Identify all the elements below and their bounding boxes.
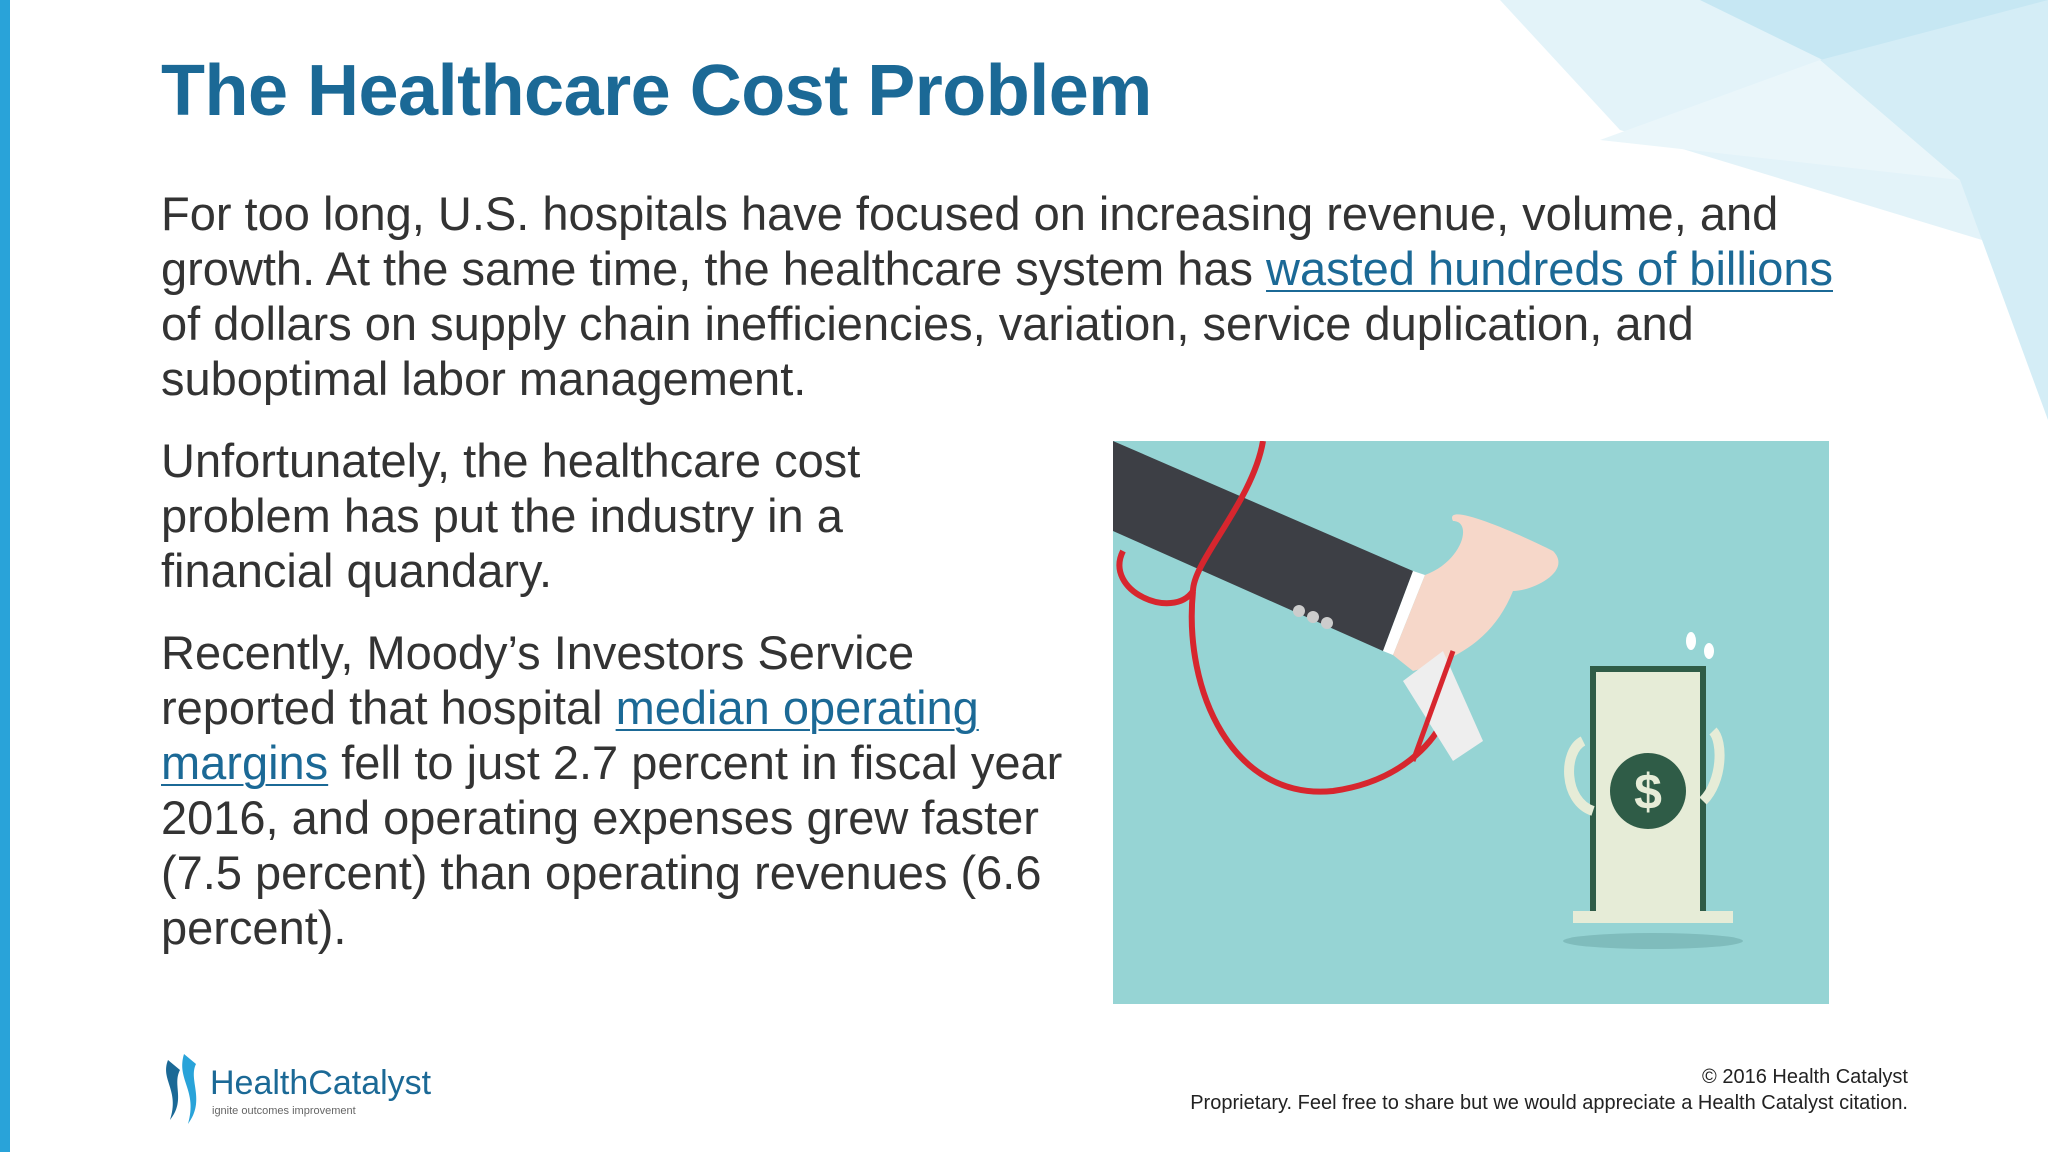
text: fell to just 2.7 percent in fiscal year … — [161, 736, 1063, 954]
footer: © 2016 Health Catalyst Proprietary. Feel… — [1190, 1064, 1908, 1116]
slide-title: The Healthcare Cost Problem — [161, 51, 1152, 131]
paragraph: Unfortunately, the healthcare cost probl… — [161, 433, 991, 598]
link[interactable]: median operating margins — [161, 681, 979, 789]
svg-text:$: $ — [1634, 764, 1662, 820]
copyright: © 2016 Health Catalyst — [1702, 1066, 1908, 1088]
text: of dollars on supply chain inefficiencie… — [161, 297, 1694, 405]
illustration: $ — [1113, 441, 1829, 1004]
logo-tagline: ignite outcomes improvement — [212, 1105, 356, 1117]
link[interactable]: wasted hundreds of billions — [1266, 242, 1833, 295]
logo-name: HealthCatalyst — [210, 1064, 432, 1102]
logo: HealthCatalyst ignite outcomes improveme… — [160, 1050, 460, 1135]
notice: Proprietary. Feel free to share but we w… — [1190, 1092, 1908, 1114]
logo-graphic: HealthCatalyst ignite outcomes improveme… — [166, 1054, 432, 1124]
text: Recently, Moody’s Investors Service repo… — [161, 626, 915, 734]
paragraph: For too long, U.S. hospitals have focuse… — [161, 186, 1861, 406]
text: For too long, U.S. hospitals have focuse… — [161, 187, 1779, 295]
text: Unfortunately, the healthcare cost probl… — [161, 434, 861, 597]
paragraph: Recently, Moody’s Investors Service repo… — [161, 625, 1081, 955]
